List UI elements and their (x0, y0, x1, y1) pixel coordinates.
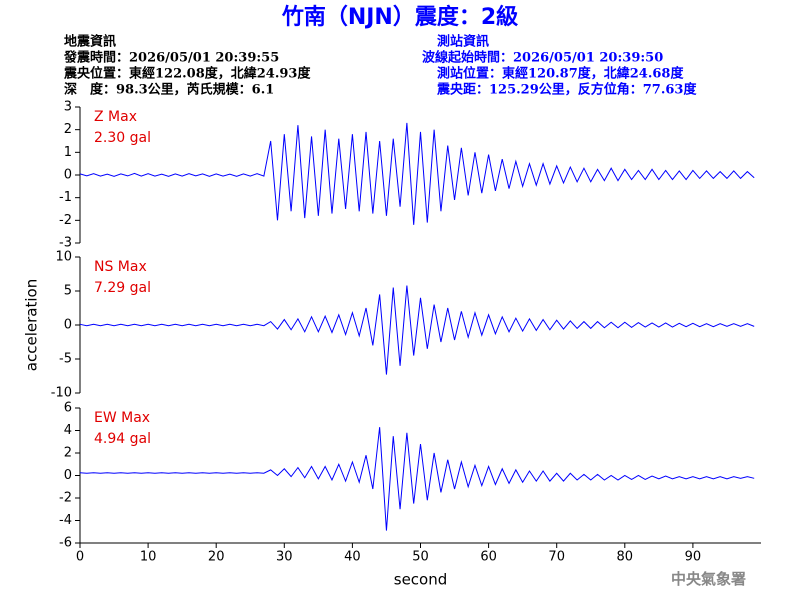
annotation: EW Max (94, 410, 150, 426)
waveform (79, 122, 755, 225)
y-tick-label: -10 (51, 386, 72, 401)
x-tick-label: 40 (344, 550, 361, 565)
x-tick-label: 20 (208, 550, 225, 565)
waveform (79, 285, 755, 375)
y-tick-label: -2 (59, 213, 72, 228)
x-tick-label: 50 (412, 550, 429, 565)
info-right: 震央距：125.29公里，反方位角：77.63度 (436, 82, 697, 98)
x-axis-label: second (394, 571, 448, 589)
y-tick-label: 0 (64, 318, 72, 333)
info-left: 發震時間：2026/05/01 20:39:55 (63, 50, 279, 66)
info-right: 波線起始時間：2026/05/01 20:39:50 (422, 50, 663, 66)
waveform (79, 427, 755, 531)
info-left: 震央位置：東經122.08度，北緯24.93度 (63, 66, 311, 82)
y-tick-label: -5 (59, 352, 72, 367)
title: 竹南（NJN）震度：2級 (281, 4, 518, 30)
x-tick-label: 80 (617, 550, 634, 565)
y-tick-label: -2 (59, 491, 72, 506)
y-tick-label: 10 (55, 250, 72, 265)
y-tick-label: 5 (64, 284, 72, 299)
y-tick-label: 6 (64, 401, 72, 416)
y-tick-label: 1 (64, 145, 72, 160)
x-tick-label: 90 (685, 550, 702, 565)
annotation: NS Max (94, 259, 147, 275)
x-tick-label: 70 (548, 550, 565, 565)
y-axis-label: acceleration (23, 279, 41, 371)
x-tick-label: 30 (276, 550, 293, 565)
annotation: 7.29 gal (94, 280, 151, 296)
y-tick-label: -4 (59, 513, 72, 528)
annotation: 2.30 gal (94, 130, 151, 146)
footer: 中央氣象署 (671, 570, 746, 588)
y-tick-label: 2 (64, 122, 72, 137)
y-tick-label: 0 (64, 168, 72, 183)
info-right: 測站資訊 (437, 34, 489, 50)
annotation: Z Max (94, 109, 137, 125)
x-tick-label: 60 (480, 550, 497, 565)
y-tick-label: -6 (59, 536, 72, 551)
y-tick-label: 3 (64, 100, 72, 115)
x-tick-label: 0 (76, 550, 84, 565)
info-right: 測站位置：東經120.87度，北緯24.68度 (437, 66, 684, 82)
y-tick-label: 0 (64, 468, 72, 483)
y-tick-label: 4 (64, 423, 72, 438)
info-left: 地震資訊 (64, 34, 116, 50)
annotation: 4.94 gal (94, 431, 151, 447)
y-tick-label: -3 (59, 236, 72, 251)
y-tick-label: 2 (64, 446, 72, 461)
y-tick-label: -1 (59, 190, 72, 205)
x-tick-label: 10 (140, 550, 157, 565)
info-left: 深 度：98.3公里，芮氏規模：6.1 (64, 82, 274, 98)
